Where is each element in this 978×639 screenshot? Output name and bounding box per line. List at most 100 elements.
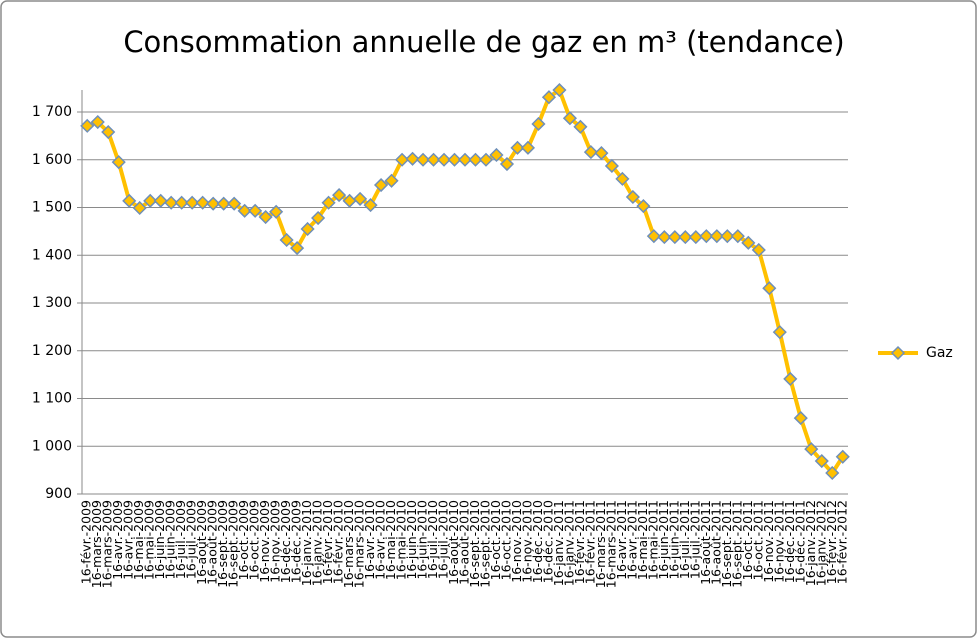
- x-tick-label: 16-déc.-2010: [530, 500, 545, 583]
- x-tick-label: 16-oct.-2009: [247, 500, 262, 580]
- data-point: [384, 173, 399, 188]
- x-tick-label: 16-mai-2009: [142, 500, 157, 580]
- x-tick-label: 16-avr.-2009: [110, 500, 125, 580]
- x-tick-label: 16-juil.-2011: [687, 500, 702, 579]
- data-point: [583, 145, 598, 160]
- data-point: [531, 116, 546, 131]
- x-tick-label: 16-mars-2010: [352, 500, 367, 588]
- x-tick-label: 16-oct.-2010: [498, 500, 513, 580]
- data-point: [688, 230, 703, 245]
- data-point: [699, 229, 714, 244]
- x-tick-label: 16-sept.-2009: [226, 500, 241, 588]
- data-point: [720, 229, 735, 244]
- data-point: [122, 193, 137, 208]
- data-point: [258, 209, 273, 225]
- chart-title: Consommation annuelle de gaz en m³ (tend…: [123, 25, 844, 59]
- data-point: [290, 241, 305, 256]
- x-tick-label: 16-janv.-2011: [561, 500, 576, 586]
- x-tick-label: 16-juil.-2009: [173, 500, 188, 579]
- data-point: [269, 204, 284, 219]
- x-tick-label: 16-déc.-2011: [792, 500, 807, 583]
- x-tick-label: 16-juin-2011: [666, 500, 681, 580]
- x-tick-label: 16-oct.-2011: [750, 500, 765, 580]
- y-tick-label: 1 200: [32, 343, 72, 359]
- data-point: [237, 203, 252, 218]
- data-point: [101, 124, 116, 140]
- data-point: [185, 195, 200, 210]
- x-tick-label: 16-août-2011: [698, 500, 713, 585]
- data-point: [415, 152, 431, 167]
- data-point: [206, 196, 221, 211]
- data-point: [751, 242, 766, 258]
- x-tick-label: 16-nov.-2009: [257, 500, 272, 583]
- y-tick-label: 1 700: [32, 104, 72, 120]
- x-tick-label: 16-nov.-2011: [771, 500, 786, 583]
- data-point: [227, 196, 242, 211]
- data-point: [216, 196, 231, 211]
- x-tick-label: 16-janv.-2012: [813, 500, 828, 586]
- x-tick-label: 16-mai-2010: [394, 500, 409, 580]
- x-tick-label: 16-déc.-2009: [289, 500, 304, 583]
- x-tick-label: 16-juil.-2011: [677, 500, 692, 579]
- data-point: [426, 152, 441, 167]
- data-point: [552, 82, 567, 98]
- data-point: [772, 325, 787, 340]
- data-point: [174, 195, 189, 210]
- y-tick-label: 1 300: [32, 295, 72, 311]
- data-point: [730, 229, 745, 244]
- data-point: [478, 152, 494, 167]
- x-tick-label: 16-mars-2009: [89, 500, 104, 588]
- data-point: [741, 235, 756, 250]
- x-tick-label: 16-juil.-2010: [425, 500, 440, 579]
- data-point: [111, 155, 126, 170]
- x-tick-label: 16-juin-2011: [656, 500, 671, 580]
- x-tick-label: 16-févr.-2012: [824, 500, 839, 584]
- data-point: [825, 465, 840, 481]
- data-point: [405, 151, 420, 166]
- data-point: [132, 200, 147, 216]
- x-tick-label: 16-déc.-2011: [782, 500, 797, 583]
- data-point: [80, 118, 95, 133]
- data-point: [510, 140, 525, 155]
- x-tick-label: 16-mars-2011: [593, 500, 608, 588]
- x-tick-label: 16-mai-2011: [645, 500, 660, 580]
- data-point: [562, 111, 577, 126]
- x-tick-label: 16-nov.-2010: [509, 500, 524, 583]
- data-point: [300, 221, 315, 237]
- x-tick-label: 16-sept.-2011: [729, 500, 744, 588]
- data-point: [195, 195, 210, 210]
- x-tick-label: 16-mai-2011: [635, 500, 650, 580]
- data-point: [436, 152, 452, 167]
- y-tick-label: 1 500: [32, 200, 72, 216]
- data-point: [762, 281, 777, 296]
- data-point: [321, 195, 336, 210]
- x-tick-label: 16-janv.-2010: [310, 500, 325, 586]
- x-tick-label: 16-juin-2010: [404, 500, 419, 580]
- y-tick-label: 1 600: [32, 152, 72, 168]
- data-point: [143, 193, 158, 208]
- x-tick-label: 16-nov.-2009: [268, 500, 283, 583]
- data-point: [783, 371, 798, 386]
- x-tick-label: 16-nov.-2011: [761, 500, 776, 583]
- data-point: [311, 210, 326, 226]
- x-tick-label: 16-sept.-2010: [477, 500, 492, 588]
- x-tick-label: 16-mars-2010: [341, 500, 356, 588]
- x-tick-label: 16-janv.-2012: [803, 500, 818, 586]
- x-tick-label: 16-août-2010: [457, 500, 472, 585]
- x-tick-label: 16-avr.-2009: [121, 500, 136, 580]
- y-tick-label: 1 000: [32, 438, 72, 454]
- data-point: [814, 453, 829, 469]
- data-point: [678, 230, 693, 245]
- x-tick-label: 16-juil.-2009: [184, 500, 199, 579]
- x-tick-label: 16-févr.-2009: [79, 500, 94, 584]
- x-tick-label: 16-mai-2010: [383, 500, 398, 580]
- data-point: [373, 177, 389, 193]
- x-tick-label: 16-juin-2010: [415, 500, 430, 580]
- data-point: [625, 189, 640, 205]
- x-tick-label: 16-mai-2009: [131, 500, 146, 580]
- x-tick-label: 16-avr.-2010: [362, 500, 377, 580]
- x-tick-label: 16-oct.-2011: [740, 500, 755, 580]
- data-point: [279, 232, 294, 248]
- x-tick-label: 16-sept.-2011: [719, 500, 734, 588]
